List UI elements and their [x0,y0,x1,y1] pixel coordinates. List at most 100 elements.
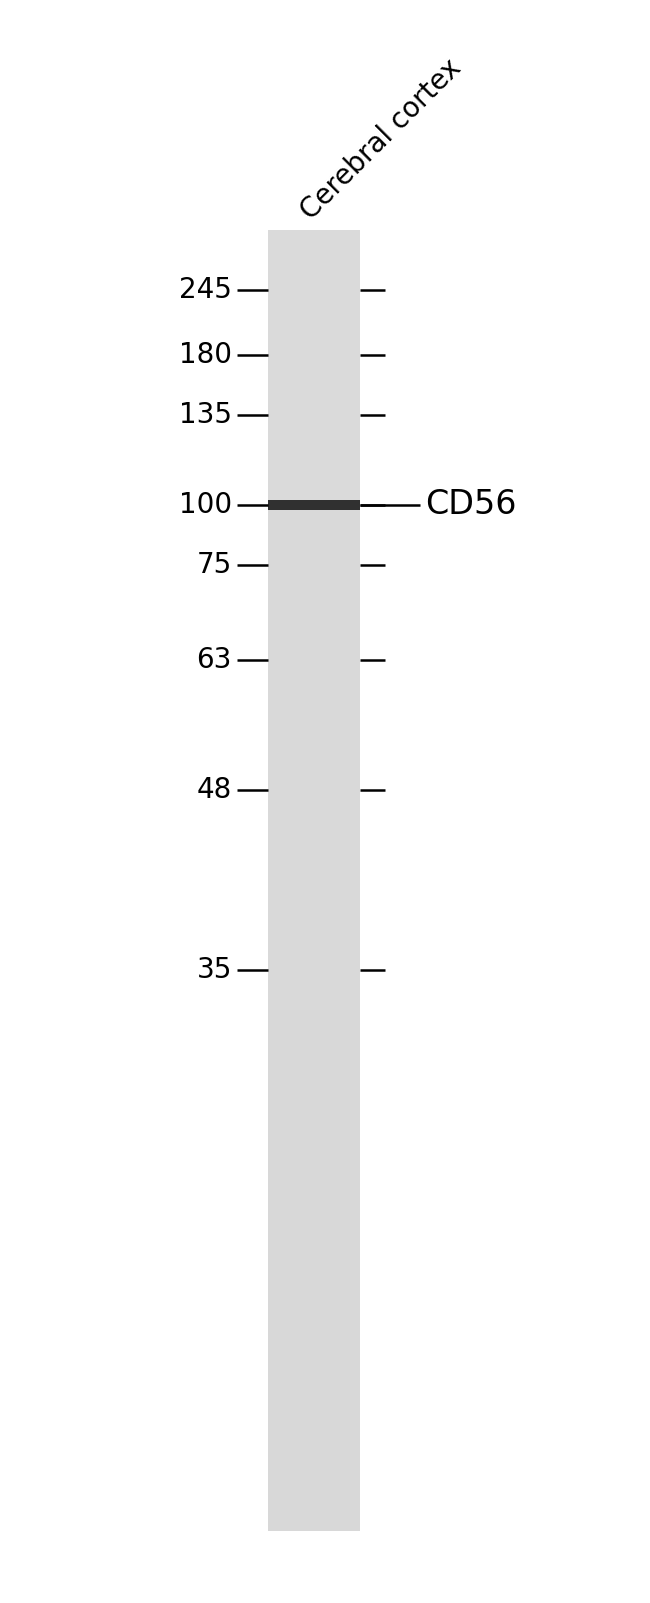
Bar [268,282,360,297]
Text: CD56: CD56 [425,489,517,521]
Bar [268,646,360,660]
Bar [268,580,360,595]
Bar [268,1427,360,1439]
Bar [268,829,360,842]
Bar [268,1348,360,1363]
Bar [268,906,360,920]
Bar [268,854,360,867]
Text: 245: 245 [179,276,232,305]
Text: 135: 135 [179,401,232,430]
Bar [268,412,360,426]
Bar [268,1048,360,1063]
Bar [268,1310,360,1322]
Bar [268,542,360,556]
Bar [268,450,360,465]
Bar [268,503,360,518]
Bar [268,1231,360,1246]
Bar [268,971,360,984]
Bar [268,1036,360,1050]
Bar [268,737,360,750]
Bar [268,567,360,582]
Bar [268,1412,360,1427]
Bar [268,463,360,478]
Bar [268,814,360,829]
Bar [268,1127,360,1141]
Bar [268,608,360,620]
Bar [268,633,360,648]
Bar [268,386,360,401]
Text: 63: 63 [196,646,232,673]
Bar [268,595,360,608]
Bar [268,321,360,335]
Bar [268,919,360,933]
Bar [268,931,360,946]
Bar [268,1088,360,1101]
Bar [268,1076,360,1088]
Bar [268,1165,360,1180]
Text: 35: 35 [196,955,232,984]
Bar [268,229,360,1529]
Bar [268,1478,360,1492]
Bar [268,1439,360,1452]
Bar [268,555,360,569]
Bar [268,1399,360,1414]
Bar [268,620,360,635]
Bar [268,1063,360,1076]
Bar [268,1295,360,1310]
Bar [268,1516,360,1531]
Bar [268,438,360,452]
Bar [268,1140,360,1154]
Bar [268,1101,360,1116]
Bar [268,802,360,816]
Bar [268,659,360,673]
Bar [268,697,360,712]
Bar [268,1270,360,1284]
Bar [268,712,360,725]
Text: Cerebral cortex: Cerebral cortex [295,53,467,224]
Bar [268,478,360,491]
Bar [268,346,360,361]
Bar [268,750,360,765]
Bar [268,959,360,971]
Bar [268,1193,360,1205]
Bar [268,1218,360,1233]
Bar [268,361,360,373]
Bar [268,491,360,503]
Text: 75: 75 [197,551,232,579]
Bar [268,295,360,309]
Bar [268,516,360,531]
Bar [268,789,360,803]
Bar [268,984,360,999]
Bar [268,256,360,269]
Bar [268,1153,360,1167]
Bar [268,269,360,284]
Bar [268,1387,360,1401]
Bar [268,997,360,1011]
Bar [268,1257,360,1271]
Bar [268,529,360,543]
Bar [268,1465,360,1480]
Bar [268,880,360,894]
Bar [268,308,360,322]
Bar [268,399,360,414]
Bar [268,776,360,790]
Bar [268,373,360,386]
Text: 48: 48 [197,776,232,805]
Bar [268,425,360,439]
Bar [268,500,360,510]
Bar [268,1374,360,1388]
Bar [268,333,360,348]
Bar [268,763,360,777]
Bar [268,672,360,686]
Bar [268,1322,360,1335]
Bar [268,244,360,256]
Bar [268,1010,360,1024]
Bar [268,1114,360,1129]
Bar [268,1504,360,1518]
Text: 100: 100 [179,491,232,519]
Bar [268,1244,360,1258]
Bar [268,1452,360,1467]
Text: 180: 180 [179,341,232,369]
Bar [268,1361,360,1375]
Bar [268,725,360,737]
